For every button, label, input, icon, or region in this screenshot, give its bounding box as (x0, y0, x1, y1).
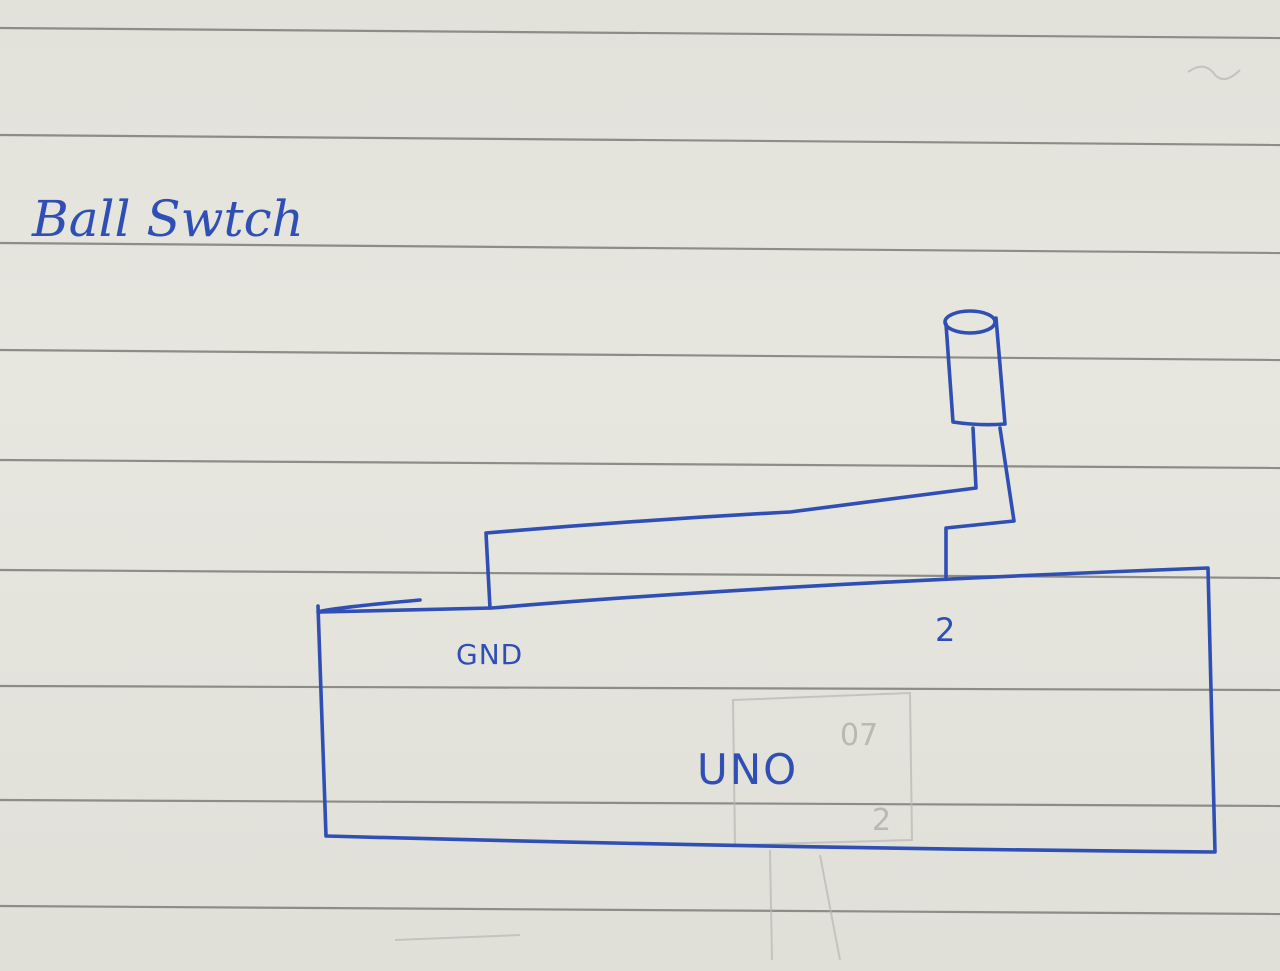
ruled-line (0, 241, 1280, 255)
gnd-wire (484, 426, 978, 610)
show-through-text: 07 (840, 718, 878, 753)
ruled-line (0, 26, 1280, 40)
ruled-line (0, 133, 1280, 147)
signal-pin-label: 2 (935, 611, 955, 649)
ruled-lines (0, 26, 1280, 916)
gnd-pin-label: GND (456, 638, 523, 671)
ball-switch-icon (943, 309, 1007, 427)
board-name-label: UNO (697, 745, 798, 794)
uno-board-outline (316, 566, 1217, 854)
ruled-line (0, 904, 1280, 916)
ruled-line (0, 458, 1280, 470)
show-through-marks (394, 65, 1241, 961)
signal-wire (944, 426, 1016, 580)
show-through-text: 2 (872, 803, 891, 838)
ruled-line (0, 348, 1280, 362)
heading: Ball Swtch (31, 190, 304, 248)
ruled-line (0, 798, 1280, 808)
ruled-line (0, 568, 1280, 580)
ruled-line (0, 684, 1280, 692)
